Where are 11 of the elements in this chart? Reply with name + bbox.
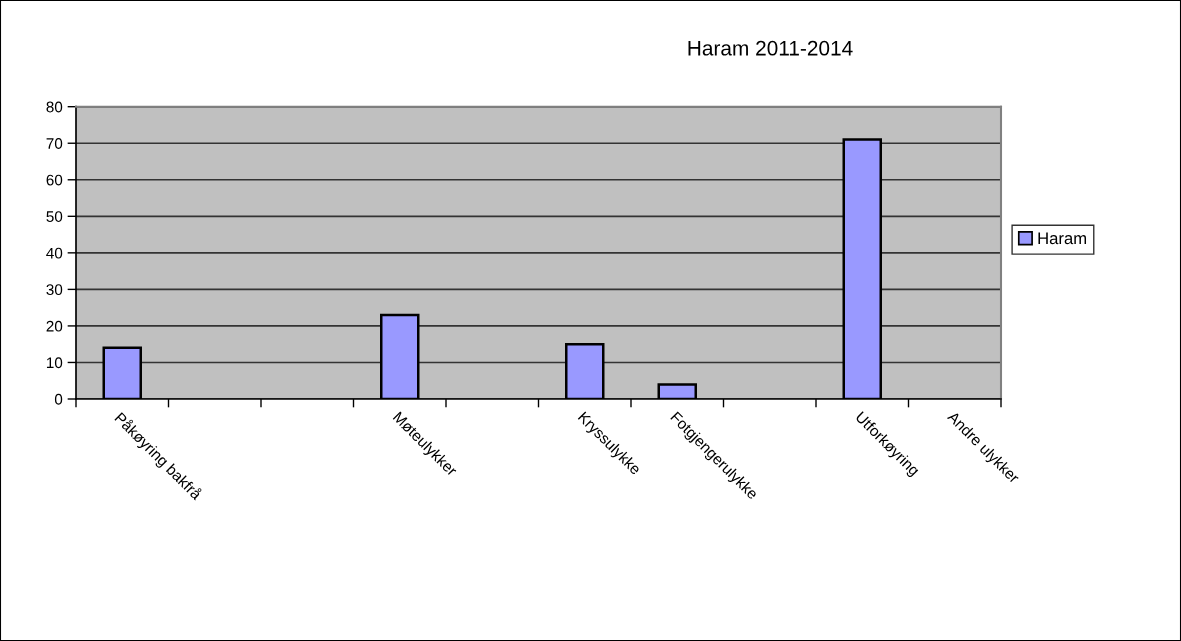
y-tick-label: 10 <box>46 357 63 369</box>
y-tick-label: 40 <box>46 247 63 259</box>
y-tick-label: 20 <box>46 320 63 332</box>
y-tick-label: 80 <box>46 101 63 113</box>
chart-title: Haram 2011-2014 <box>688 40 853 56</box>
y-tick-label: 60 <box>46 174 63 186</box>
y-tick-label: 70 <box>46 138 63 149</box>
legend-label: Haram <box>1038 232 1087 245</box>
y-tick-label: 30 <box>46 284 63 296</box>
y-tick-label: 0 <box>54 393 63 405</box>
y-tick-label: 50 <box>46 211 63 222</box>
